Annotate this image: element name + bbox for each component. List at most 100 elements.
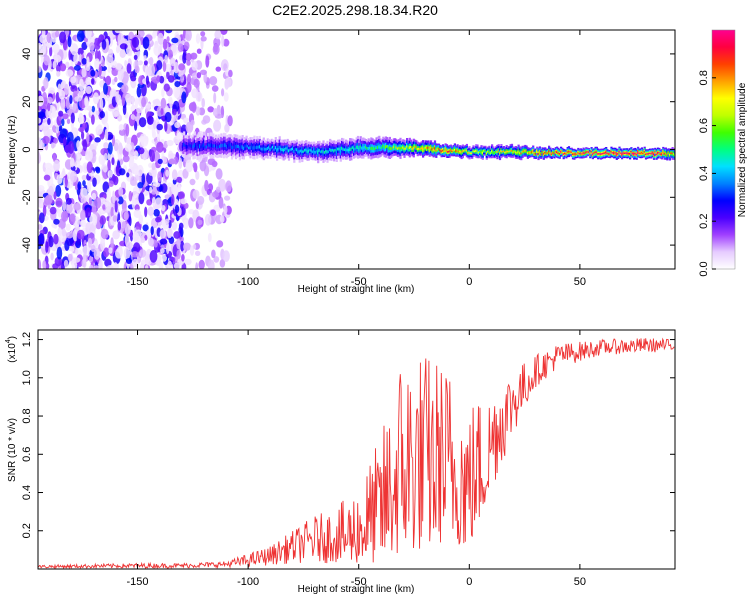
- band-cell: [500, 150, 503, 153]
- noise-blob: [164, 54, 169, 64]
- band-cell: [273, 148, 276, 151]
- noise-blob: [38, 259, 42, 269]
- noise-blob: [167, 75, 175, 83]
- noise-blob: [223, 205, 228, 215]
- noise-blob: [173, 85, 181, 99]
- band-cell: [644, 153, 648, 156]
- band-cell: [558, 153, 561, 155]
- noise-blob: [114, 76, 118, 83]
- noise-blob: [108, 180, 114, 187]
- noise-blob: [129, 156, 135, 168]
- noise-blob: [65, 96, 71, 110]
- noise-blob: [164, 194, 171, 200]
- noise-blob: [99, 111, 105, 119]
- band-cell: [359, 145, 362, 149]
- noise-blob: [95, 125, 103, 135]
- band-cell: [475, 149, 478, 152]
- noise-blob: [222, 38, 230, 47]
- band-cell: [447, 151, 450, 153]
- noise-blob: [162, 38, 168, 50]
- spectrogram-x-label: Height of straight line (km): [298, 284, 415, 295]
- band-cell: [415, 146, 418, 149]
- noise-blob: [55, 197, 63, 208]
- noise-blob: [77, 47, 84, 56]
- noise-blob: [72, 103, 77, 112]
- noise-blob: [207, 158, 216, 166]
- noise-blob: [192, 189, 200, 199]
- noise-blob: [133, 54, 138, 61]
- band-cell: [492, 151, 495, 153]
- band-cell: [533, 153, 536, 155]
- noise-blob: [119, 49, 126, 58]
- band-cell: [660, 153, 663, 155]
- x-tick-label: -100: [237, 276, 259, 288]
- noise-blob: [73, 53, 79, 65]
- noise-blob: [152, 176, 156, 187]
- noise-blob: [136, 112, 140, 119]
- noise-blob: [38, 224, 43, 230]
- band-cell: [518, 152, 521, 155]
- noise-blob: [152, 99, 161, 105]
- noise-blob: [151, 162, 156, 171]
- noise-blob: [111, 157, 115, 166]
- band-cell: [298, 150, 301, 154]
- band-cell: [469, 152, 472, 155]
- band-cell: [582, 152, 585, 154]
- band-cell: [623, 152, 626, 154]
- noise-blob: [84, 96, 89, 107]
- band-cell: [614, 152, 617, 154]
- noise-blob: [166, 139, 174, 147]
- snr-frame: [37, 329, 676, 570]
- noise-blob: [52, 263, 59, 269]
- band-cell: [432, 148, 435, 152]
- noise-blob: [116, 164, 120, 173]
- band-cell: [347, 149, 350, 152]
- band-cell: [670, 152, 673, 154]
- band-cell: [504, 151, 507, 154]
- noise-blob: [50, 142, 55, 149]
- band-cell: [426, 147, 429, 150]
- band-cell: [331, 148, 334, 152]
- band-cell: [388, 146, 391, 150]
- band-cell: [431, 148, 434, 151]
- band-cell: [427, 146, 430, 149]
- noise-blob: [138, 117, 147, 128]
- noise-blob: [53, 191, 57, 200]
- noise-blob: [183, 219, 189, 230]
- band-cell: [542, 152, 545, 155]
- band-cell: [419, 148, 422, 150]
- band-cell: [326, 150, 329, 154]
- band-cell: [189, 144, 192, 148]
- spectrogram-signal-band: [181, 131, 675, 164]
- noise-blob: [117, 196, 124, 205]
- band-cell: [282, 148, 285, 152]
- band-cell: [498, 152, 502, 155]
- band-cell: [451, 150, 454, 153]
- band-cell: [248, 146, 251, 150]
- noise-blob: [103, 247, 110, 258]
- band-cell: [672, 153, 675, 155]
- band-cell: [232, 145, 235, 149]
- noise-blob: [42, 135, 50, 145]
- noise-blob: [190, 52, 198, 60]
- band-cell: [207, 142, 210, 147]
- band-cell: [354, 147, 357, 151]
- noise-blob: [84, 30, 92, 39]
- x-tick-label: 50: [574, 576, 586, 588]
- band-cell: [485, 152, 488, 155]
- noise-blob: [91, 114, 95, 125]
- noise-blob: [147, 123, 155, 130]
- noise-blob: [178, 63, 186, 71]
- noise-blob: [120, 38, 128, 46]
- noise-blob: [110, 237, 114, 251]
- band-cell: [249, 146, 252, 150]
- band-cell: [291, 147, 295, 150]
- noise-blob: [131, 251, 139, 258]
- noise-blob: [191, 60, 198, 71]
- noise-blob: [69, 213, 76, 225]
- band-cell: [585, 151, 588, 154]
- noise-blob: [126, 172, 130, 178]
- band-cell: [327, 150, 330, 153]
- band-cell: [303, 148, 307, 152]
- noise-blob: [130, 180, 138, 186]
